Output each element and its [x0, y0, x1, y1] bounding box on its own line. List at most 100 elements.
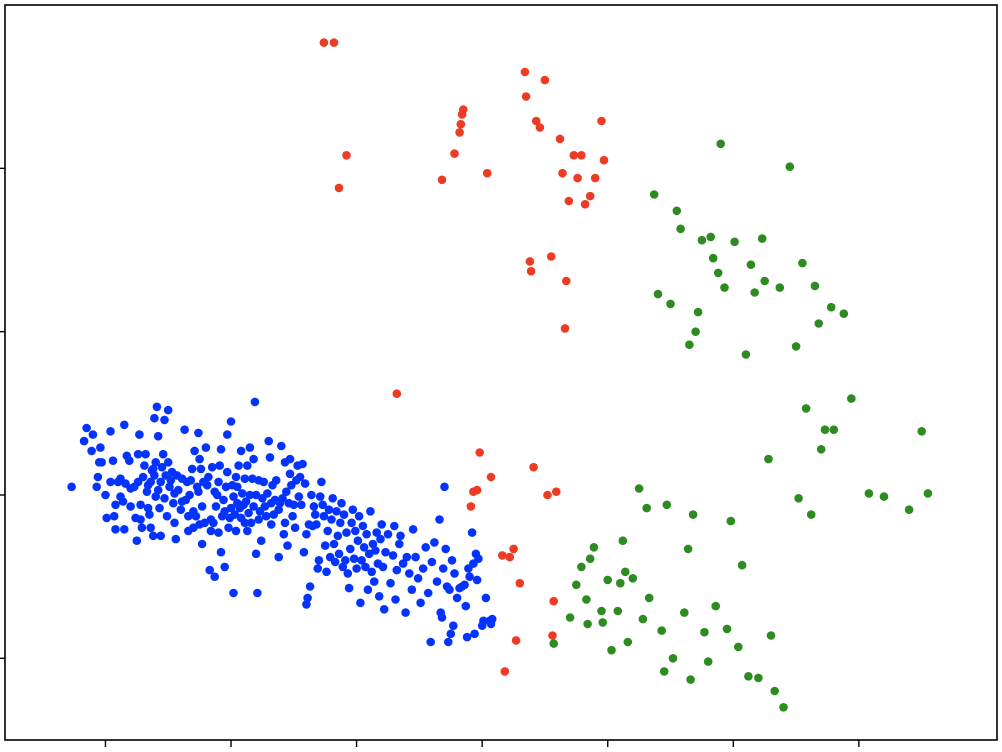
- data-point: [711, 601, 720, 611]
- data-point: [278, 494, 287, 503]
- data-point: [607, 645, 616, 655]
- data-point: [343, 569, 353, 578]
- data-point: [151, 458, 160, 467]
- data-point: [150, 413, 159, 423]
- data-point: [92, 482, 101, 492]
- data-point: [163, 458, 173, 467]
- data-point: [249, 502, 258, 511]
- data-point: [240, 474, 250, 484]
- data-point: [279, 529, 289, 539]
- data-point: [88, 430, 98, 439]
- data-point: [466, 502, 476, 511]
- data-point: [266, 520, 276, 529]
- data-point: [572, 580, 581, 590]
- data-point: [580, 200, 590, 209]
- data-point: [302, 600, 311, 609]
- data-point: [770, 686, 779, 696]
- data-point: [102, 513, 111, 523]
- data-point: [334, 549, 344, 559]
- data-point: [126, 502, 135, 511]
- data-point: [152, 402, 162, 412]
- data-point: [210, 572, 219, 581]
- data-point: [569, 151, 579, 160]
- data-point: [465, 572, 474, 581]
- data-point: [240, 518, 250, 528]
- data-point: [775, 283, 785, 292]
- data-point: [344, 583, 354, 593]
- data-point: [132, 536, 142, 545]
- data-point: [314, 556, 324, 565]
- data-point: [244, 508, 253, 518]
- data-point: [806, 510, 816, 519]
- data-point: [140, 461, 149, 470]
- data-point: [555, 134, 565, 144]
- data-point: [657, 626, 666, 635]
- data-point: [320, 541, 330, 550]
- data-point: [441, 544, 451, 554]
- data-point: [500, 667, 510, 676]
- data-point: [155, 503, 164, 513]
- data-point: [741, 350, 751, 359]
- data-point: [206, 526, 216, 536]
- data-point: [413, 574, 423, 583]
- data-point: [435, 515, 444, 524]
- data-point: [816, 445, 826, 454]
- data-point: [138, 472, 148, 482]
- data-point: [706, 232, 715, 242]
- data-point: [540, 75, 550, 85]
- data-point: [472, 575, 482, 585]
- data-point: [558, 168, 567, 178]
- data-point: [111, 500, 120, 510]
- data-point: [628, 574, 638, 583]
- data-point: [243, 461, 252, 470]
- data-point: [917, 427, 926, 436]
- data-point: [378, 562, 388, 572]
- data-point: [691, 327, 700, 337]
- data-point: [313, 564, 323, 573]
- data-point: [713, 268, 723, 278]
- data-point: [726, 516, 736, 526]
- data-point: [603, 575, 612, 585]
- data-point: [564, 196, 574, 206]
- data-point: [618, 536, 628, 545]
- data-point: [475, 448, 485, 457]
- data-point: [666, 299, 675, 309]
- data-point: [322, 567, 331, 577]
- data-point: [785, 162, 795, 171]
- data-point: [820, 425, 830, 435]
- data-point: [686, 675, 695, 684]
- data-point: [450, 149, 459, 158]
- data-point: [79, 436, 89, 446]
- data-point: [474, 554, 483, 563]
- data-point: [241, 497, 251, 506]
- data-point: [401, 608, 410, 617]
- data-point: [333, 531, 343, 541]
- data-point: [402, 552, 412, 562]
- data-point: [106, 477, 115, 487]
- data-point: [125, 456, 134, 466]
- data-point: [280, 518, 290, 528]
- data-point: [391, 595, 400, 604]
- data-point: [142, 487, 152, 497]
- data-point: [760, 276, 769, 286]
- data-point: [329, 539, 339, 549]
- data-point: [423, 588, 433, 598]
- data-point: [440, 482, 449, 492]
- data-point: [251, 549, 261, 559]
- data-point: [328, 494, 338, 503]
- data-point: [274, 505, 284, 514]
- data-point: [341, 556, 350, 565]
- data-point: [318, 500, 328, 510]
- data-point: [826, 302, 836, 312]
- data-point: [461, 601, 471, 611]
- data-point: [234, 461, 243, 470]
- data-point: [265, 453, 275, 462]
- data-point: [623, 637, 633, 647]
- data-point: [529, 462, 538, 472]
- data-point: [347, 518, 356, 528]
- data-point: [421, 543, 431, 552]
- data-point: [297, 500, 306, 510]
- data-point: [381, 547, 390, 557]
- data-point: [93, 472, 103, 482]
- data-point: [349, 554, 359, 563]
